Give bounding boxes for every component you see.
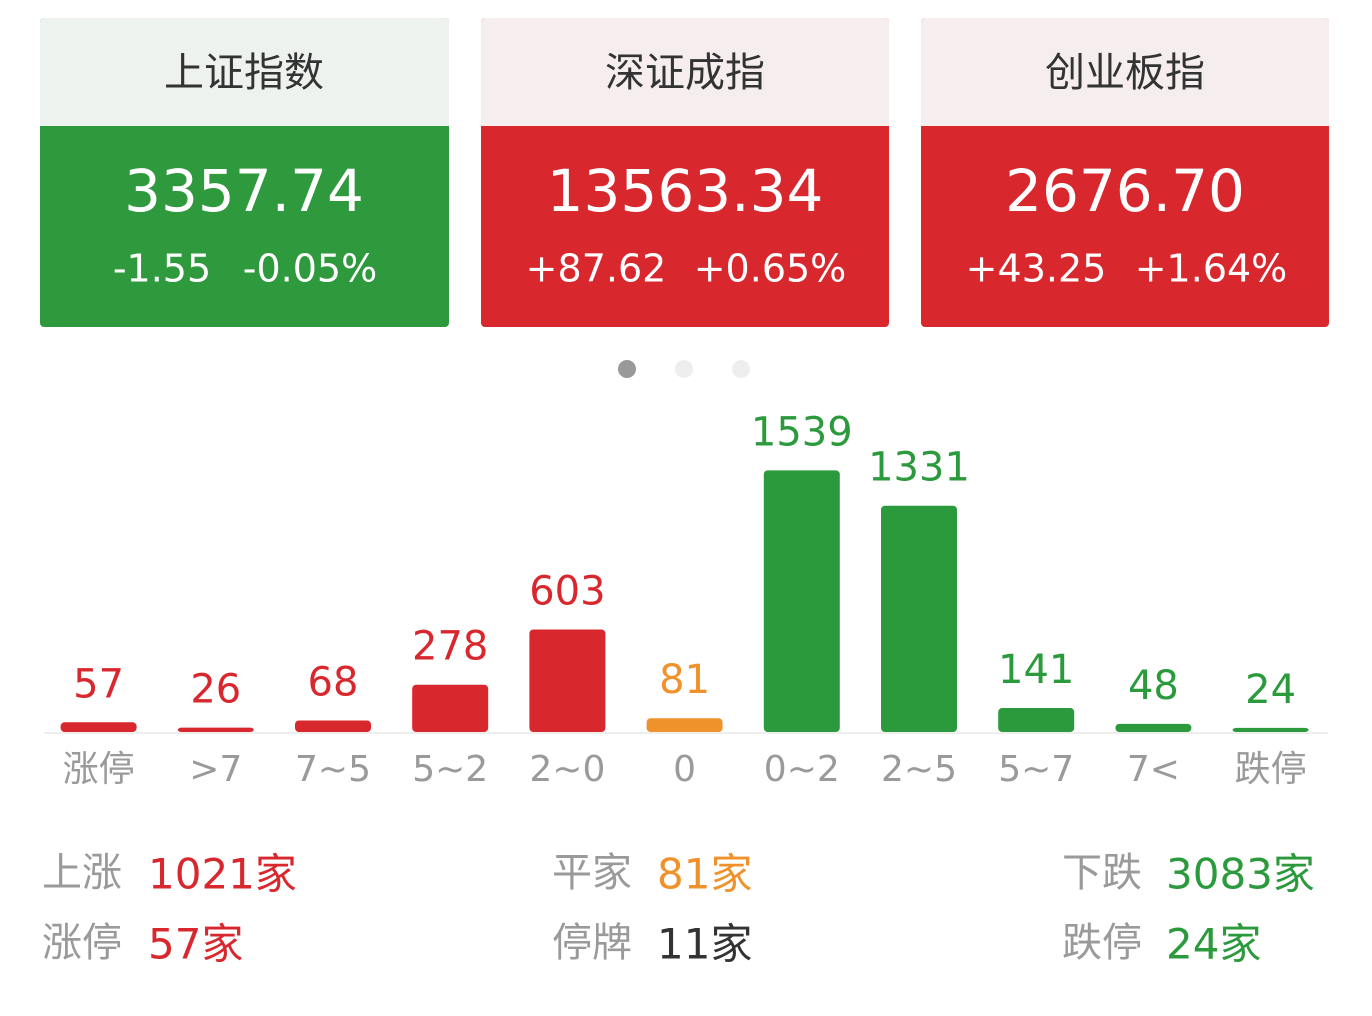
x-tick-label: 0	[673, 749, 696, 790]
card-change: -1.55	[113, 247, 211, 291]
card-percent: +1.64%	[1135, 247, 1288, 291]
x-tick-label: 7<	[1127, 749, 1180, 790]
summary-label: 停牌	[552, 920, 632, 966]
summary-value: 57家	[148, 920, 243, 969]
card-header	[481, 18, 889, 126]
summary-value: 81家	[657, 850, 752, 899]
value-label: 1539	[751, 409, 853, 455]
index-card[interactable]: 上证指数 3357.74 -1.55 -0.05%	[40, 18, 449, 327]
value-label: 24	[1245, 667, 1296, 713]
page-dot[interactable]	[618, 360, 636, 378]
x-tick-label: 0~2	[764, 749, 840, 790]
summary-label: 平家	[552, 850, 632, 896]
bar	[646, 718, 723, 732]
x-tick-label: 7~5	[295, 749, 371, 790]
value-label: 48	[1128, 663, 1179, 709]
value-label: 141	[998, 647, 1074, 693]
bar	[763, 470, 840, 732]
index-card[interactable]: 创业板指 2676.70 +43.25 +1.64%	[921, 18, 1329, 327]
value-label: 81	[659, 657, 710, 703]
bar	[295, 720, 371, 732]
summary-value: 24家	[1166, 920, 1261, 969]
summary-value: 1021家	[148, 850, 297, 899]
card-percent: +0.65%	[694, 247, 847, 291]
x-tick-label: >7	[189, 749, 242, 790]
bar-chart: 57 涨停 26 >7 68 7~5 278 5~2 603 2~0 81 0 1539 0~2 1331 2…	[60, 409, 1309, 790]
summary-value: 11家	[657, 920, 752, 969]
page-dot[interactable]	[732, 360, 750, 378]
card-title: 上证指数	[164, 50, 324, 96]
card-value: 13563.34	[547, 157, 824, 225]
bar	[1232, 727, 1309, 732]
x-tick-label: 跌停	[1235, 749, 1307, 790]
card-header	[40, 18, 449, 126]
card-change: +87.62	[526, 247, 667, 291]
summary: 上涨 1021家 涨停 57家 平家 81家 停牌 11家 下跌 3083家 跌…	[42, 850, 1315, 969]
card-title: 深证成指	[605, 50, 765, 96]
bar	[412, 684, 489, 732]
summary-label: 跌停	[1062, 920, 1142, 966]
card-percent: -0.05%	[243, 247, 377, 291]
x-tick-label: 2~5	[881, 749, 957, 790]
x-tick-label: 涨停	[63, 749, 135, 790]
page-dot[interactable]	[675, 360, 693, 378]
card-title: 创业板指	[1045, 50, 1205, 96]
x-tick-label: 2~0	[529, 749, 605, 790]
bar	[177, 727, 254, 732]
summary-label: 上涨	[42, 850, 122, 896]
summary-label: 涨停	[42, 920, 122, 966]
x-tick-label: 5~2	[412, 749, 488, 790]
value-label: 57	[73, 661, 124, 707]
bar	[998, 708, 1075, 732]
value-label: 278	[412, 624, 488, 670]
card-value: 3357.74	[124, 157, 364, 225]
x-tick-label: 5~7	[998, 749, 1074, 790]
bar	[1115, 723, 1192, 732]
index-card[interactable]: 深证成指 13563.34 +87.62 +0.65%	[481, 18, 889, 327]
value-label: 1331	[868, 445, 970, 491]
bar	[60, 722, 137, 732]
summary-value: 3083家	[1166, 850, 1315, 899]
card-header	[921, 18, 1329, 126]
bar	[881, 505, 957, 732]
card-value: 2676.70	[1005, 157, 1245, 225]
value-label: 68	[308, 659, 359, 705]
value-label: 26	[190, 667, 241, 713]
bar	[529, 629, 606, 732]
summary-label: 下跌	[1062, 850, 1142, 896]
value-label: 603	[529, 568, 605, 614]
card-change: +43.25	[966, 247, 1107, 291]
